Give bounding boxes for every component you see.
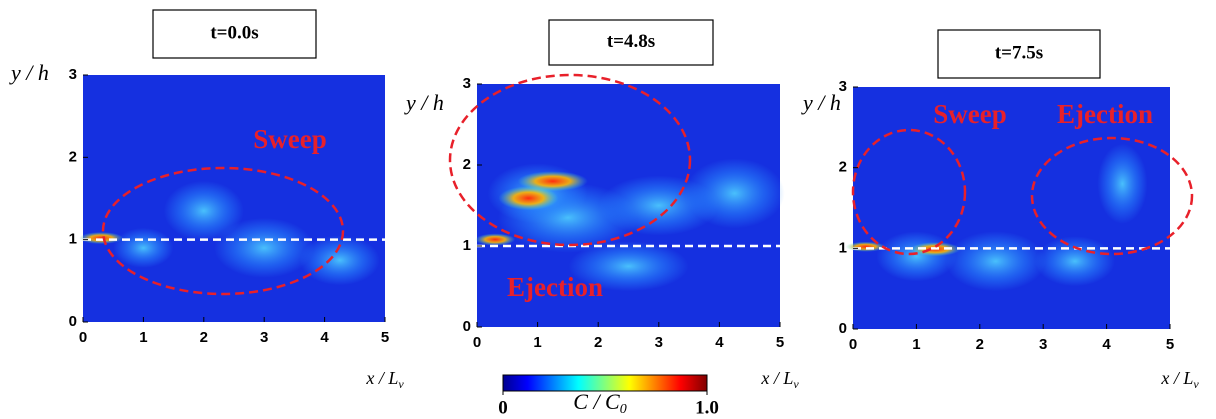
heatmap-hotspot [475,233,516,246]
x-axis-label-sub: v [398,377,404,391]
colorbar-label-main: C / C [573,389,620,414]
y-axis-label: y / h [801,90,841,115]
heatmap-region [568,241,689,292]
panel: Sweep t=0.0s 0 1 2 3 4 5 0 1 2 3 y / h x / Lv [9,9,404,391]
y-tick-label: 1 [69,231,77,248]
x-tick-label: 2 [594,334,602,351]
heatmap-region [684,158,785,229]
heatmap-region [163,180,244,241]
colorbar-label: C / C0 [573,389,626,417]
heatmap-region [945,231,1046,292]
annotation: Ejection [507,272,603,302]
title-box [548,19,714,66]
y-tick-label: 3 [463,75,471,92]
x-tick-label: 5 [776,334,784,351]
y-tick-label: 1 [839,239,847,256]
panel-title: t=7.5s [995,42,1043,63]
x-axis-label-main: x / L [1160,368,1193,388]
x-tick-label: 1 [139,329,147,346]
x-tick-label: 0 [473,334,481,351]
y-axis-label: y / h [404,90,444,115]
x-tick-label: 1 [533,334,541,351]
region-ellipse [1030,136,1194,256]
y-axis-label: y / h [9,60,49,85]
x-tick-label: 2 [200,329,208,346]
heatmap-region [113,227,174,268]
x-tick-label: 3 [655,334,663,351]
region-ellipse [101,166,345,296]
colorbar [502,374,708,392]
y-tick-label: 3 [839,78,847,95]
x-axis-label-sub: v [793,377,799,391]
panel-title: t=0.0s [210,22,258,43]
y-tick-label: 3 [69,66,77,83]
heatmap-region [299,235,380,286]
x-tick-label: 0 [849,336,857,353]
x-tick-label: 3 [260,329,268,346]
y-tick-label: 2 [839,159,847,176]
x-tick-label: 4 [715,334,724,351]
colorbar-tick-label: 1.0 [695,397,719,418]
x-tick-label: 5 [1166,336,1174,353]
region-ellipse [851,128,967,256]
heatmap-hotspot [498,186,559,211]
heatmap-hotspot [845,241,886,252]
x-tick-label: 4 [320,329,329,346]
region-ellipse [448,73,692,247]
y-tick-label: 0 [69,313,77,330]
annotation: Sweep [933,99,1007,129]
heatmap-region [1097,143,1148,224]
x-tick-label: 3 [1039,336,1047,353]
y-tick-label: 0 [839,320,847,337]
y-tick-label: 2 [69,148,77,165]
panel-title: t=4.8s [607,31,655,52]
x-axis-label: x / Lv [760,368,799,391]
colorbar-tick-label: 0 [498,397,508,418]
title-box [152,9,317,59]
heatmap-hotspot [517,171,588,192]
x-tick-label: 1 [912,336,920,353]
x-axis-label-main: x / L [365,368,398,388]
annotation: Ejection [1057,99,1153,129]
heatmap-region [1034,236,1115,287]
x-axis-label-sub: v [1193,377,1199,391]
heatmap-region [214,217,315,278]
x-tick-label: 2 [976,336,984,353]
panel: Ejection t=4.8s 0 1 2 3 4 5 0 1 2 3 y / h x / Lv [404,19,799,391]
x-axis-label-main: x / L [760,368,793,388]
title-box [937,29,1101,79]
annotation: Sweep [253,124,327,154]
y-tick-label: 2 [463,156,471,173]
x-tick-label: 4 [1102,336,1111,353]
heatmap-hotspot [79,232,124,245]
y-tick-label: 0 [463,318,471,335]
x-axis-label: x / Lv [1160,368,1199,391]
x-tick-label: 5 [381,329,389,346]
colorbar-label-sub: 0 [620,402,627,417]
x-axis-label: x / Lv [365,368,404,391]
y-tick-label: 1 [463,237,471,254]
heatmap-region [876,231,957,282]
x-tick-label: 0 [79,329,87,346]
